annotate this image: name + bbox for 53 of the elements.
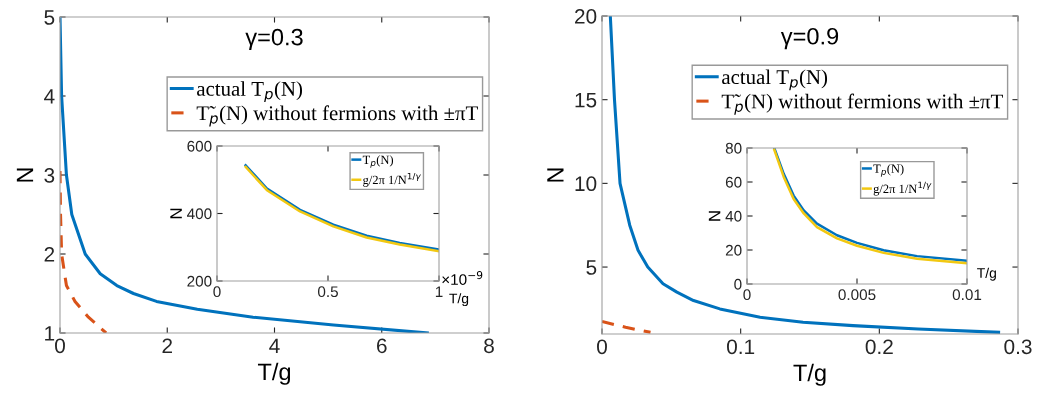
y-axis-title: N <box>547 168 564 182</box>
y-tick-label: 400 <box>187 208 212 220</box>
x-axis-title: T/g <box>977 267 996 281</box>
y-tick-label: 5 <box>44 10 55 25</box>
x-tick-label: 0 <box>597 339 607 355</box>
x-tick-label: 0.2 <box>865 339 893 355</box>
y-tick-label: 20 <box>575 9 597 24</box>
annotation: ×10$^{−9}$ <box>442 271 483 285</box>
legend-label: actual T$_{p}$(N) <box>197 81 303 103</box>
x-tick-label: 0.3 <box>1004 339 1032 355</box>
x-tick-label: 8 <box>484 338 494 354</box>
x-axis-title: T/g <box>257 362 291 385</box>
y-tick-label: 20 <box>725 244 742 256</box>
x-tick-label: 0.01 <box>952 289 982 301</box>
x-tick-label: 1 <box>435 286 443 297</box>
x-tick-label: 2 <box>162 338 172 353</box>
y-tick-label: 60 <box>725 176 742 188</box>
y-tick-label: 200 <box>187 275 212 287</box>
legend-label: g/2π 1/N$^{1/γ}$ <box>363 172 421 187</box>
legend-label: T$_{p}$(N) <box>873 164 904 177</box>
y-tick-label: 600 <box>187 140 212 152</box>
chart-title: γ=0.3 <box>245 28 303 51</box>
legend-label: g/2π 1/N$^{1/γ}$ <box>873 181 932 196</box>
legend-label: actual T$_{p}$(N) <box>722 69 828 91</box>
x-tick-label: 0.005 <box>838 289 876 301</box>
line-series <box>608 16 1001 334</box>
x-tick-label: 0 <box>743 289 751 301</box>
x-tick-label: 6 <box>377 338 387 354</box>
x-tick-label: 0.5 <box>317 286 338 298</box>
x-axis-title: T/g <box>793 363 826 386</box>
y-tick-label: 1 <box>45 326 55 341</box>
y-tick-label: 80 <box>725 142 742 154</box>
x-tick-label: 4 <box>269 338 280 353</box>
y-tick-label: 4 <box>44 89 55 104</box>
x-tick-label: 0 <box>213 286 221 298</box>
y-axis-title: N <box>16 168 34 182</box>
y-tick-label: 15 <box>575 92 597 108</box>
chart-title: γ=0.9 <box>780 27 839 50</box>
y-tick-label: 10 <box>575 176 597 192</box>
line-series <box>60 169 108 333</box>
y-tick-label: 2 <box>44 247 55 262</box>
y-tick-label: 0 <box>734 278 742 290</box>
y-axis-title: N <box>170 208 182 219</box>
legend-label: T$_{p}$(N) <box>362 155 394 168</box>
x-axis-title: T/g <box>449 293 469 307</box>
y-axis-title: N <box>708 211 721 221</box>
legend-label: T̃$_{p}$(N) without fermions with ±πT <box>196 105 478 127</box>
y-tick-label: 3 <box>44 168 55 183</box>
y-tick-label: 40 <box>725 210 742 222</box>
x-tick-label: 0.1 <box>727 339 755 355</box>
y-tick-label: 5 <box>586 260 597 275</box>
legend-label: T̃$_{p}$(N) without fermions with ±πT <box>721 93 1003 115</box>
x-tick-label: 0 <box>55 338 65 354</box>
